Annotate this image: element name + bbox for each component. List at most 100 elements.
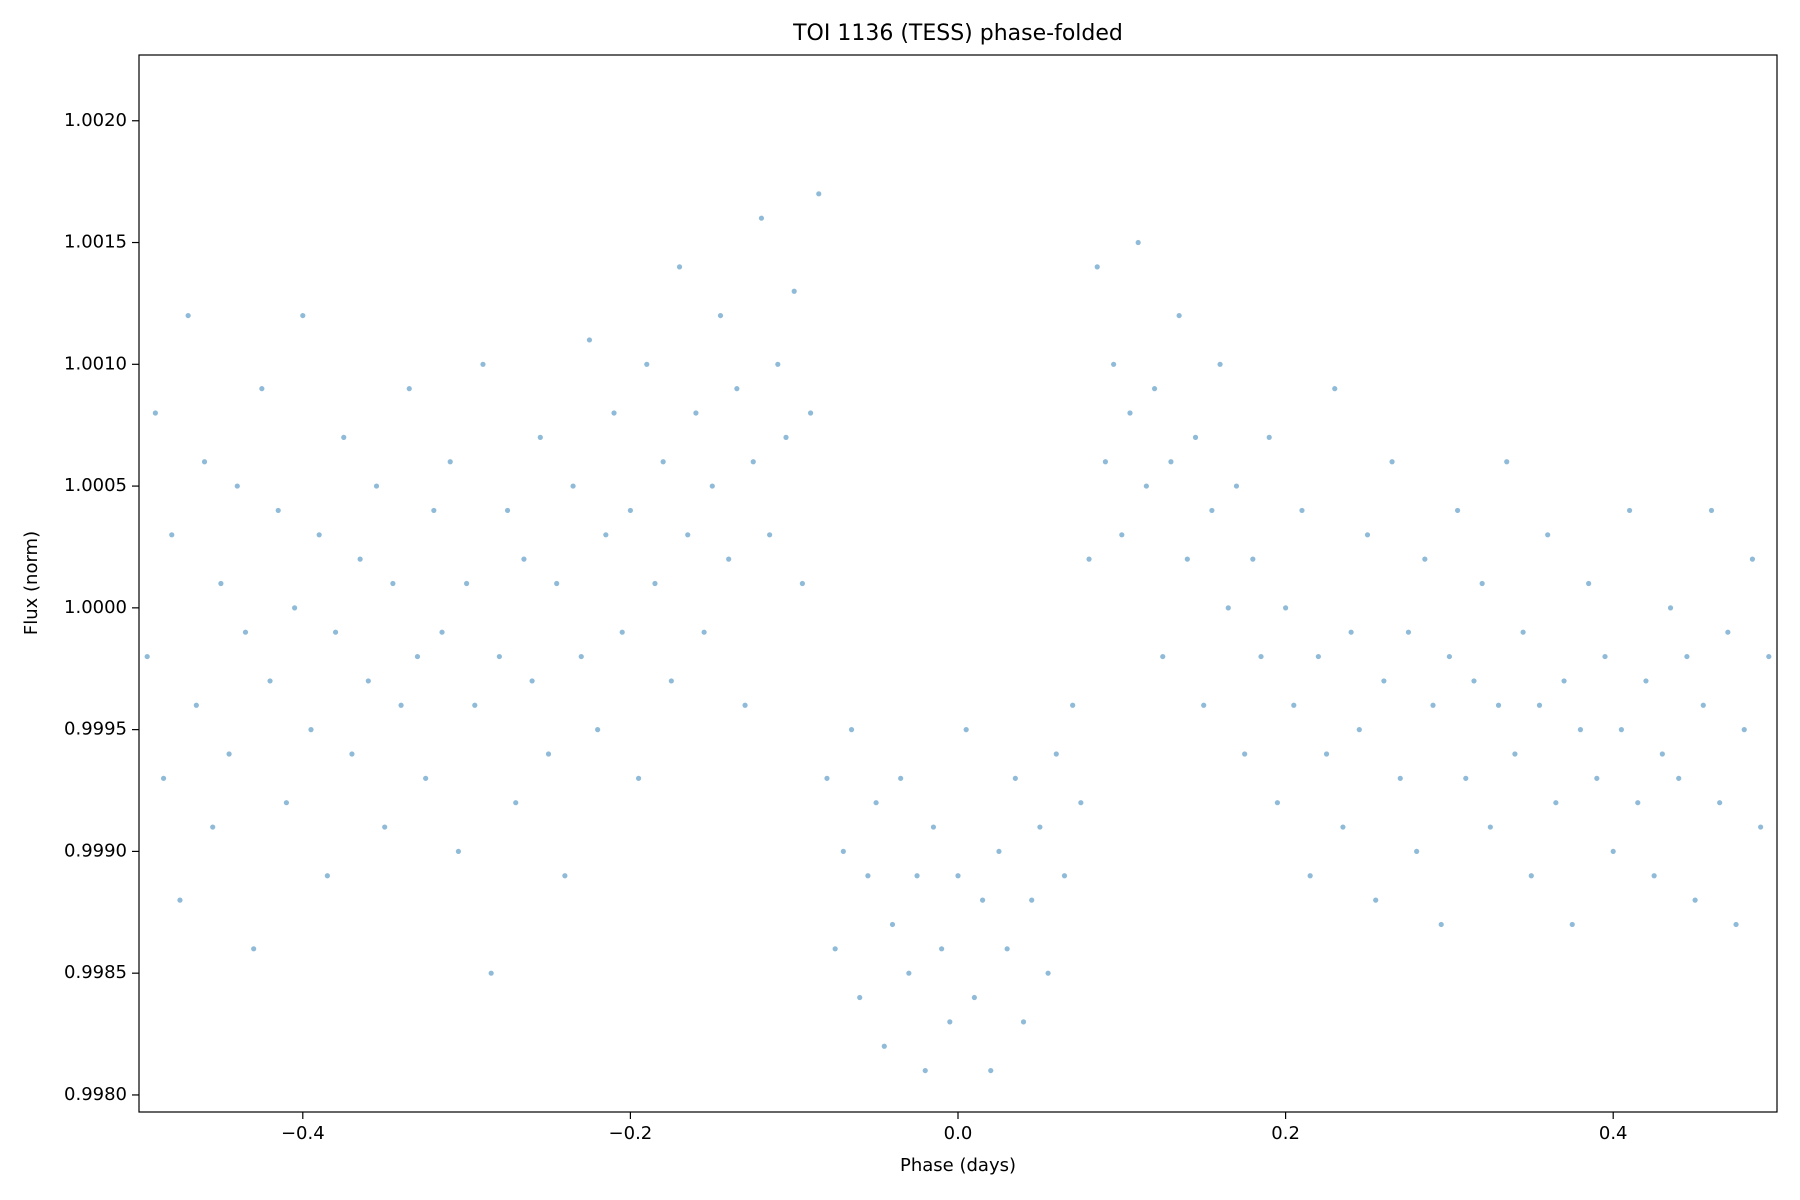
data-point — [1151, 386, 1158, 392]
data-point — [930, 824, 937, 830]
y-tick-label: 1.0015 — [64, 232, 127, 253]
data-point — [701, 629, 707, 635]
data-point — [1258, 653, 1264, 660]
data-point — [1520, 629, 1526, 635]
data-point — [1397, 775, 1403, 781]
data-point — [316, 532, 322, 538]
data-point — [1454, 507, 1461, 514]
data-point — [1733, 921, 1739, 928]
data-point — [726, 556, 732, 562]
data-point — [1766, 653, 1772, 660]
data-point — [898, 775, 904, 781]
data-point — [742, 702, 748, 708]
data-point — [1725, 629, 1731, 635]
data-point — [1495, 702, 1502, 708]
data-point — [996, 848, 1002, 855]
data-point — [554, 580, 560, 587]
data-point — [1618, 727, 1624, 733]
data-point — [251, 946, 257, 952]
data-point — [1528, 873, 1534, 879]
data-point — [1053, 751, 1059, 757]
data-point — [1381, 678, 1387, 684]
data-point — [1283, 605, 1289, 611]
data-point — [857, 994, 863, 1001]
data-point — [955, 873, 961, 879]
data-point — [1364, 532, 1371, 538]
data-point — [586, 337, 593, 343]
data-point — [406, 386, 412, 392]
data-point — [1225, 605, 1231, 611]
data-point — [709, 483, 715, 489]
data-point — [840, 848, 846, 855]
data-point — [922, 1067, 928, 1074]
data-point — [1348, 629, 1354, 635]
data-point — [939, 946, 945, 952]
data-point — [1307, 873, 1313, 879]
y-tick-label: 1.0010 — [64, 353, 127, 374]
data-point — [242, 629, 249, 635]
data-point — [349, 751, 355, 757]
data-point — [988, 1067, 994, 1074]
y-tick-label: 0.9995 — [64, 719, 127, 740]
data-point — [423, 775, 429, 781]
data-point — [1741, 727, 1747, 733]
data-point — [1291, 702, 1297, 708]
data-point — [1758, 824, 1764, 830]
data-point — [496, 653, 502, 660]
data-point — [537, 434, 543, 440]
data-point — [889, 921, 896, 928]
data-point — [169, 532, 175, 538]
data-point — [324, 873, 330, 879]
data-point — [1143, 483, 1149, 489]
data-point — [979, 897, 986, 903]
x-tick-label: −0.4 — [281, 1123, 325, 1144]
data-point — [1078, 800, 1084, 806]
data-point — [1111, 361, 1117, 367]
chart-title: TOI 1136 (TESS) phase-folded — [792, 21, 1123, 46]
data-point — [160, 775, 167, 781]
data-point — [873, 800, 879, 806]
data-point — [1635, 800, 1641, 806]
data-point — [185, 312, 191, 319]
data-point — [1659, 751, 1665, 757]
data-point — [267, 678, 273, 684]
data-point — [676, 264, 683, 270]
data-point — [881, 1043, 887, 1049]
data-point — [1340, 824, 1346, 830]
x-tick-label: 0.4 — [1599, 1123, 1628, 1144]
data-point — [382, 824, 388, 830]
data-point — [1012, 775, 1018, 781]
data-point — [1192, 434, 1199, 440]
data-point — [1692, 897, 1698, 903]
data-point — [816, 191, 822, 197]
data-point — [439, 629, 445, 635]
data-point — [783, 434, 789, 440]
data-point — [906, 970, 912, 976]
data-point — [660, 459, 666, 465]
data-point — [1594, 775, 1600, 781]
data-point — [1545, 532, 1551, 538]
y-tick-label: 1.0000 — [64, 597, 127, 618]
data-point — [275, 507, 281, 514]
data-point — [1586, 580, 1592, 587]
data-point — [1250, 556, 1256, 562]
data-point — [431, 507, 437, 514]
data-point — [545, 751, 552, 757]
data-point — [1094, 264, 1100, 270]
data-point — [1315, 653, 1321, 660]
data-point — [1274, 800, 1281, 806]
points — [144, 191, 1772, 1074]
data-point — [1037, 824, 1043, 830]
data-point — [1299, 507, 1305, 514]
data-point — [1160, 653, 1166, 660]
y-tick-label: 1.0005 — [64, 475, 127, 496]
x-tick-label: 0.2 — [1271, 1123, 1300, 1144]
data-point — [1168, 459, 1174, 465]
data-point — [595, 727, 601, 733]
data-point — [734, 386, 740, 392]
data-point — [668, 678, 674, 684]
data-point — [1684, 653, 1690, 660]
data-point — [1708, 507, 1715, 514]
data-point — [1430, 702, 1436, 708]
